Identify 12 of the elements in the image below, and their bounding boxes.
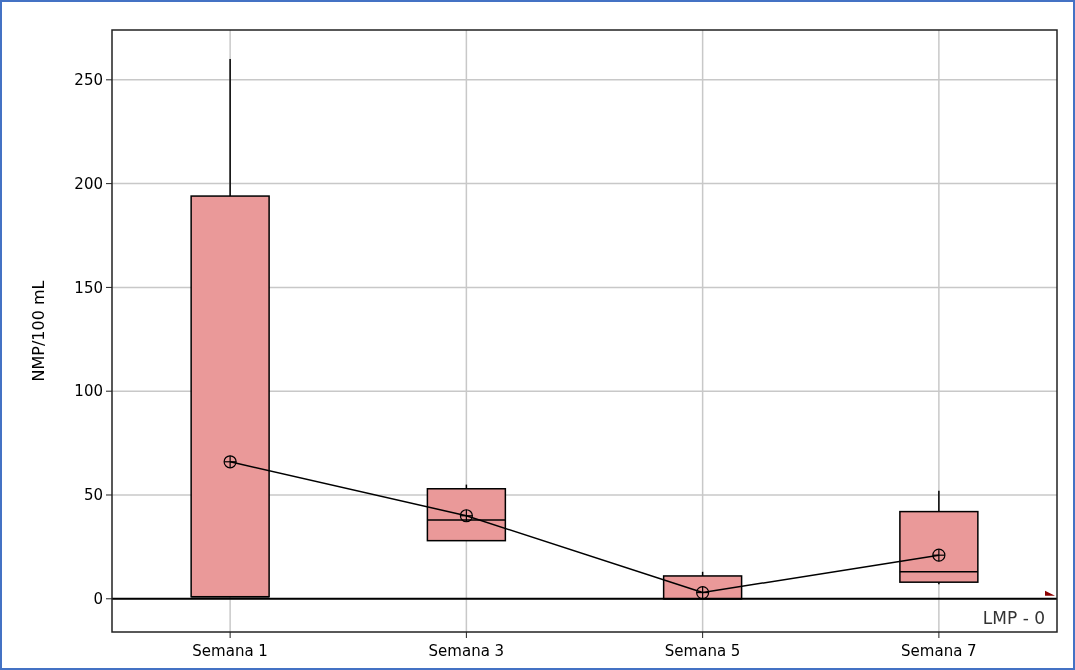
y-tick-label: 200 — [74, 174, 103, 193]
y-axis-title: NMP/100 mL — [29, 280, 48, 382]
y-tick-label: 150 — [74, 278, 103, 297]
y-tick-label: 100 — [74, 382, 103, 401]
x-tick-label: Semana 3 — [428, 642, 505, 660]
y-tick-label: 0 — [93, 590, 103, 609]
ref-line-label: LMP - 0 — [982, 607, 1045, 628]
x-tick-label: Semana 5 — [664, 642, 741, 660]
y-tick-label: 250 — [74, 71, 103, 90]
x-tick-label: Semana 7 — [901, 642, 977, 660]
x-tick-label: Semana 1 — [192, 642, 268, 660]
y-tick-label: 50 — [83, 486, 103, 505]
